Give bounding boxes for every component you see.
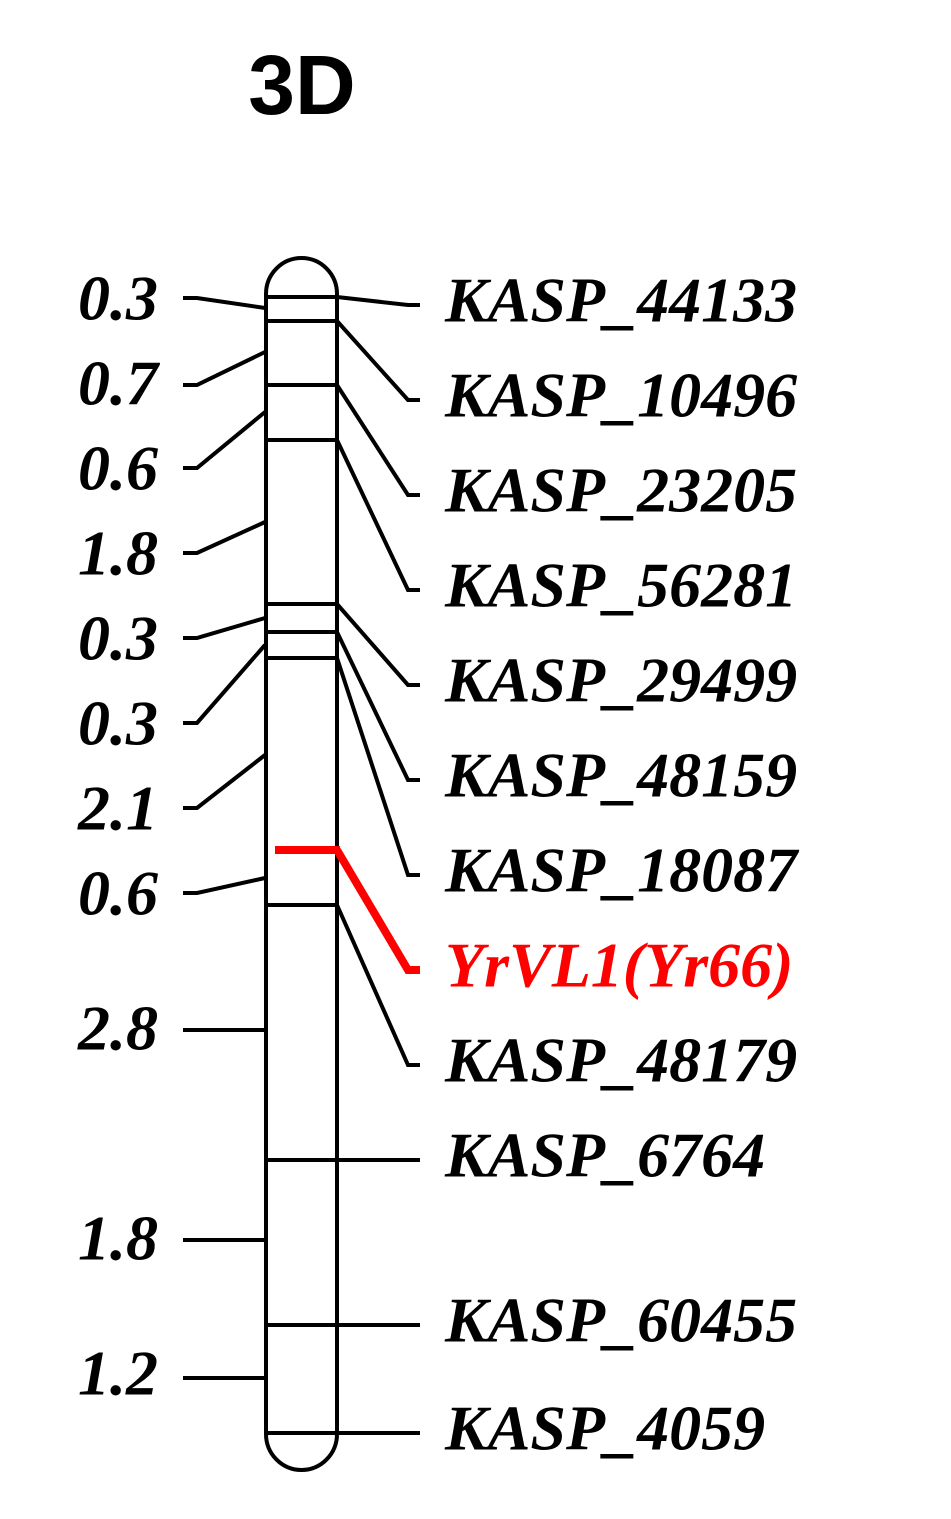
marker-label: KASP_10496: [444, 360, 797, 431]
marker-label: KASP_48179: [444, 1025, 797, 1096]
interval-label: 1.8: [78, 518, 158, 589]
marker-connector: [335, 383, 420, 497]
interval-label: 2.1: [77, 773, 158, 844]
interval-connector: [183, 296, 266, 310]
marker-connector: [335, 602, 420, 687]
marker-connector: [335, 657, 420, 877]
interval-connector: [183, 520, 266, 555]
marker-label: KASP_6764: [444, 1120, 765, 1191]
interval-label: 0.6: [78, 858, 158, 929]
interval-connector: [183, 410, 267, 470]
marker-label: KASP_56281: [444, 550, 797, 621]
interval-connector: [183, 876, 266, 895]
marker-connector: [335, 319, 420, 402]
interval-connector: [183, 350, 266, 387]
qtl-connector: [333, 847, 420, 974]
marker-connector: [336, 295, 420, 307]
marker-connector: [335, 439, 420, 592]
marker-label: KASP_4059: [444, 1393, 765, 1464]
marker-connector: [335, 631, 420, 782]
marker-label: KASP_60455: [444, 1285, 797, 1356]
interval-connector: [183, 753, 267, 810]
map-title: 3D: [248, 38, 355, 132]
marker-label: KASP_48159: [444, 740, 797, 811]
interval-label: 0.3: [78, 603, 158, 674]
interval-connector: [183, 616, 266, 640]
interval-connector: [183, 643, 267, 725]
interval-label: 0.7: [78, 348, 161, 419]
marker-label: KASP_23205: [444, 455, 797, 526]
chromosome: [264, 256, 339, 1472]
gene-label: YrVL1(Yr66): [445, 930, 793, 1001]
marker-connector: [335, 904, 420, 1067]
marker-label: KASP_18087: [444, 835, 800, 906]
interval-label: 1.8: [78, 1203, 158, 1274]
interval-label: 0.3: [78, 263, 158, 334]
marker-label: KASP_29499: [444, 645, 797, 716]
interval-label: 0.6: [78, 433, 158, 504]
marker-label: KASP_44133: [444, 265, 797, 336]
interval-label: 0.3: [78, 688, 158, 759]
interval-label: 2.8: [77, 993, 158, 1064]
interval-label: 1.2: [78, 1338, 158, 1409]
